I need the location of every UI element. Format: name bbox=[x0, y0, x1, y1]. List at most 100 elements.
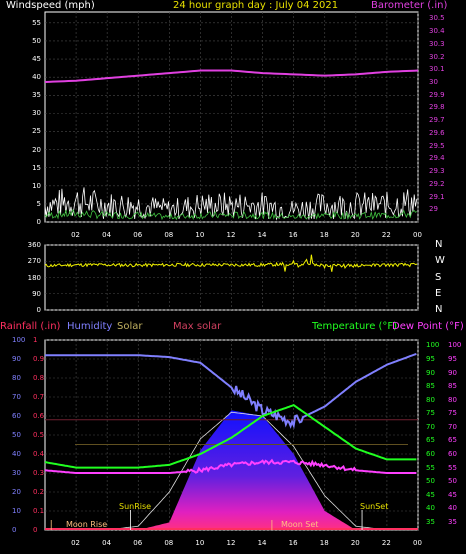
windspeed-tick: 0 bbox=[36, 218, 41, 226]
windspeed-tick: 55 bbox=[32, 18, 41, 27]
dew-point-tick: 95 bbox=[448, 355, 457, 363]
bottom-x-tick: 22 bbox=[381, 539, 391, 547]
rainfall-tick: 0.8 bbox=[33, 374, 45, 382]
humidity-tick: 20 bbox=[12, 488, 21, 496]
bottom-x-tick: 10 bbox=[195, 539, 205, 547]
temperature-label: Temperature (°F) bbox=[312, 321, 398, 332]
rainfall-tick: 0.4 bbox=[33, 450, 45, 458]
dew-point-tick: 90 bbox=[448, 368, 457, 377]
sunset-label: SunSet bbox=[360, 502, 389, 511]
bottom-x-tick: 08 bbox=[164, 539, 174, 547]
barometer-tick: 30 bbox=[429, 78, 438, 86]
solar-label: Solar bbox=[117, 321, 143, 332]
bottom-x-tick: 04 bbox=[102, 539, 112, 547]
temperature-tick: 55 bbox=[426, 463, 435, 472]
bottom-x-tick: 02 bbox=[71, 539, 80, 547]
bottom-x-tick: 06 bbox=[133, 539, 143, 547]
windspeed-tick: 45 bbox=[32, 55, 41, 64]
direction-tick: 180 bbox=[27, 273, 41, 282]
barometer-tick: 29.3 bbox=[429, 167, 445, 176]
barometer-tick: 29.9 bbox=[429, 90, 445, 99]
temperature-tick: 35 bbox=[426, 517, 435, 526]
humidity-tick: 70 bbox=[12, 393, 21, 401]
humidity-tick: 0 bbox=[12, 526, 17, 534]
top-x-tick: 22 bbox=[381, 231, 391, 239]
barometer-tick: 29.8 bbox=[429, 103, 445, 112]
dew-point-tick: 70 bbox=[448, 422, 457, 431]
direction-tick: 0 bbox=[36, 306, 41, 314]
humidity-tick: 10 bbox=[12, 507, 21, 515]
windspeed-tick: 15 bbox=[32, 163, 41, 172]
windspeed-tick: 20 bbox=[32, 145, 41, 154]
dew-point-tick: 100 bbox=[448, 341, 462, 350]
dew-point-line bbox=[44, 458, 417, 474]
dew-point-tick: 40 bbox=[448, 504, 457, 513]
bottom-x-tick: 18 bbox=[319, 539, 329, 547]
barometer-tick: 30.1 bbox=[429, 65, 445, 74]
dew-point-tick: 80 bbox=[448, 395, 457, 404]
dew-point-tick: 55 bbox=[448, 463, 457, 472]
top-x-tick: 18 bbox=[319, 231, 329, 239]
temperature-tick: 95 bbox=[426, 355, 435, 363]
rainfall-tick: 0.6 bbox=[33, 412, 45, 420]
barometer-tick: 29.4 bbox=[429, 154, 445, 163]
temperature-tick: 50 bbox=[426, 477, 435, 486]
humidity-tick: 50 bbox=[12, 431, 21, 439]
moon-rise-label: Moon Rise bbox=[66, 520, 108, 529]
wind-average-line bbox=[44, 209, 418, 221]
temperature-tick: 85 bbox=[426, 382, 435, 391]
barometer-tick: 29.7 bbox=[429, 116, 445, 125]
temperature-tick: 65 bbox=[426, 436, 435, 445]
compass-label: W bbox=[435, 255, 445, 267]
dew-point-tick: 65 bbox=[448, 436, 457, 445]
windspeed-tick: 10 bbox=[32, 181, 41, 190]
dew-point-tick: 45 bbox=[448, 490, 457, 499]
max-solar-label: Max solar bbox=[173, 321, 222, 332]
barometer-tick: 30.4 bbox=[429, 27, 445, 36]
barometer-tick: 29.1 bbox=[429, 192, 445, 201]
rainfall-tick: 0.5 bbox=[33, 431, 45, 439]
humidity-line bbox=[45, 352, 417, 429]
direction-tick: 90 bbox=[32, 289, 41, 298]
top-x-tick: 08 bbox=[164, 231, 174, 239]
top-x-tick: 10 bbox=[195, 231, 205, 239]
top-x-tick: 06 bbox=[133, 231, 143, 239]
dew-point-tick: 35 bbox=[448, 517, 457, 526]
dew-point-tick: 75 bbox=[448, 409, 457, 418]
humidity-label: Humidity bbox=[67, 321, 113, 332]
top-x-tick: 20 bbox=[350, 231, 360, 239]
temperature-tick: 100 bbox=[426, 341, 440, 350]
dew-point-label: Dew Point (°F) bbox=[392, 321, 464, 332]
humidity-tick: 40 bbox=[12, 450, 21, 458]
temperature-tick: 80 bbox=[426, 395, 435, 404]
temperature-tick: 90 bbox=[426, 368, 435, 377]
humidity-tick: 90 bbox=[12, 355, 21, 363]
direction-tick: 270 bbox=[27, 257, 41, 266]
compass-label: S bbox=[435, 271, 442, 283]
humidity-tick: 80 bbox=[12, 374, 21, 382]
dew-point-tick: 50 bbox=[448, 477, 457, 486]
barometer-tick: 29 bbox=[429, 205, 438, 214]
top-x-tick: 00 bbox=[413, 231, 422, 239]
dew-point-tick: 60 bbox=[448, 450, 457, 458]
barometer-tick: 30.3 bbox=[429, 39, 445, 48]
rainfall-label: Rainfall (.in) bbox=[0, 321, 61, 332]
humidity-tick: 30 bbox=[12, 469, 21, 477]
compass-label: E bbox=[435, 287, 442, 299]
humidity-tick: 60 bbox=[12, 412, 21, 420]
bottom-x-tick: 20 bbox=[350, 539, 360, 547]
solar-area bbox=[45, 410, 418, 530]
rainfall-tick: 0.7 bbox=[33, 393, 45, 401]
windspeed-axis-label: Windspeed (mph) bbox=[6, 0, 95, 11]
humidity-tick: 100 bbox=[12, 336, 26, 344]
windspeed-tick: 40 bbox=[32, 73, 41, 82]
barometer-tick: 29.2 bbox=[429, 179, 445, 188]
windspeed-tick: 5 bbox=[36, 199, 41, 208]
wind-direction-line bbox=[44, 254, 418, 272]
barometer-line bbox=[44, 69, 419, 83]
rainfall-tick: 0.1 bbox=[33, 507, 45, 515]
top-x-tick: 02 bbox=[71, 231, 80, 239]
bottom-x-tick: 12 bbox=[226, 539, 236, 547]
moon-set-label: Moon Set bbox=[281, 520, 319, 529]
